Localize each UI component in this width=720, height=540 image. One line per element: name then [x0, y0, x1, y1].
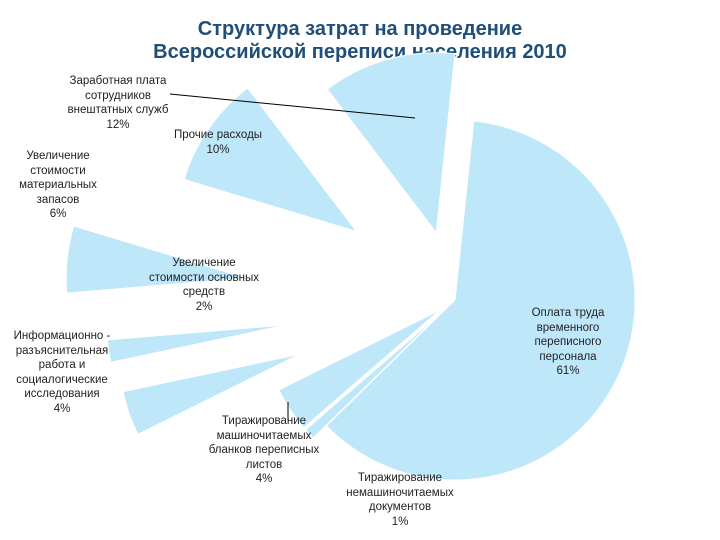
- pie-slice-other-expenses: [183, 87, 358, 233]
- slice-label-text: переписного: [534, 336, 602, 348]
- slice-label-machine-forms: Тиражирование машиночитаемых бланков переп…: [174, 414, 354, 487]
- slice-value-label: 1%: [391, 515, 409, 528]
- slice-value-label: 6%: [49, 208, 67, 220]
- pie-slice-fixed-assets: [106, 324, 287, 363]
- slice-label-text: Увеличение: [172, 257, 236, 269]
- slice-label-text: документов: [368, 501, 432, 513]
- slice-value-label: 4%: [255, 473, 273, 485]
- slice-label-non-machine-docs: Тиражирование немашиночитаемых документов 1…: [310, 471, 490, 529]
- slice-label-text: листов: [245, 458, 283, 471]
- slice-label-text: Заработная плата: [69, 75, 167, 87]
- slice-label-info-research: Информационно - разъяснительная работа и со…: [0, 329, 152, 416]
- slice-value-label: 61%: [556, 365, 580, 377]
- slice-label-text: социалогические: [16, 373, 108, 386]
- chart-title-line-1: Структура затрат на проведение: [197, 18, 523, 40]
- pie-slice-info-research: [122, 353, 300, 435]
- pie-slice-material-stock: [65, 225, 247, 294]
- pie-slice-machine-forms: [278, 309, 441, 429]
- slice-label-text: внештатных служб: [67, 104, 169, 116]
- slice-label-text: персонала: [539, 350, 597, 363]
- slice-value-label: 10%: [206, 143, 230, 156]
- pie-slice-non-machine-docs: [304, 311, 443, 439]
- slice-label-text: Прочие расходы: [173, 129, 263, 141]
- slice-label-temp-staff-pay: Оплата труда временного переписного персона…: [478, 306, 658, 379]
- slice-label-text: Увеличение: [26, 150, 90, 162]
- slice-label-text: Тиражирование: [221, 415, 307, 427]
- slice-label-text: стоимости основных: [148, 271, 259, 284]
- slice-label-text: стоимости: [30, 164, 86, 177]
- slice-value-label: 12%: [106, 118, 130, 131]
- chart-title-line-2: Всероссийской переписи населения 2010: [153, 41, 567, 63]
- slice-label-fixed-assets: Увеличение стоимости основных средств 2%: [114, 256, 294, 314]
- slice-label-text: средств: [182, 286, 226, 298]
- pie-slice-temp-staff-pay: [325, 120, 636, 481]
- slice-label-text: Информационно -: [13, 330, 111, 342]
- slice-label-text: исследования: [24, 388, 100, 400]
- slice-label-text: материальных: [19, 179, 97, 191]
- leader-line-external-staff-pay: [169, 93, 416, 119]
- slice-label-text: запасов: [36, 193, 80, 206]
- slice-label-text: сотрудников: [84, 89, 152, 102]
- slice-value-label: 2%: [195, 300, 213, 313]
- slice-label-external-staff-pay: Заработная плата сотрудников внештатных сл…: [28, 74, 208, 132]
- slice-label-text: Оплата труда: [531, 307, 605, 319]
- slice-label-text: машиночитаемых: [216, 429, 312, 442]
- slice-label-text: временного: [536, 321, 600, 334]
- slice-label-material-stock: Увеличение стоимости материальных запасов 6%: [0, 149, 148, 222]
- slice-label-text: Тиражирование: [357, 472, 443, 484]
- slice-value-label: 4%: [53, 402, 71, 415]
- pie-slice-external-staff-pay: [326, 52, 456, 234]
- chart-title: Структура затрат на проведение Всероссий…: [0, 18, 720, 64]
- slice-label-text: работа и: [38, 359, 86, 371]
- slice-label-text: разъяснительная: [15, 344, 109, 357]
- slice-label-text: немашиночитаемых: [346, 486, 454, 499]
- slice-label-other-expenses: Прочие расходы 10%: [128, 128, 308, 157]
- slice-label-text: бланков переписных: [208, 444, 320, 456]
